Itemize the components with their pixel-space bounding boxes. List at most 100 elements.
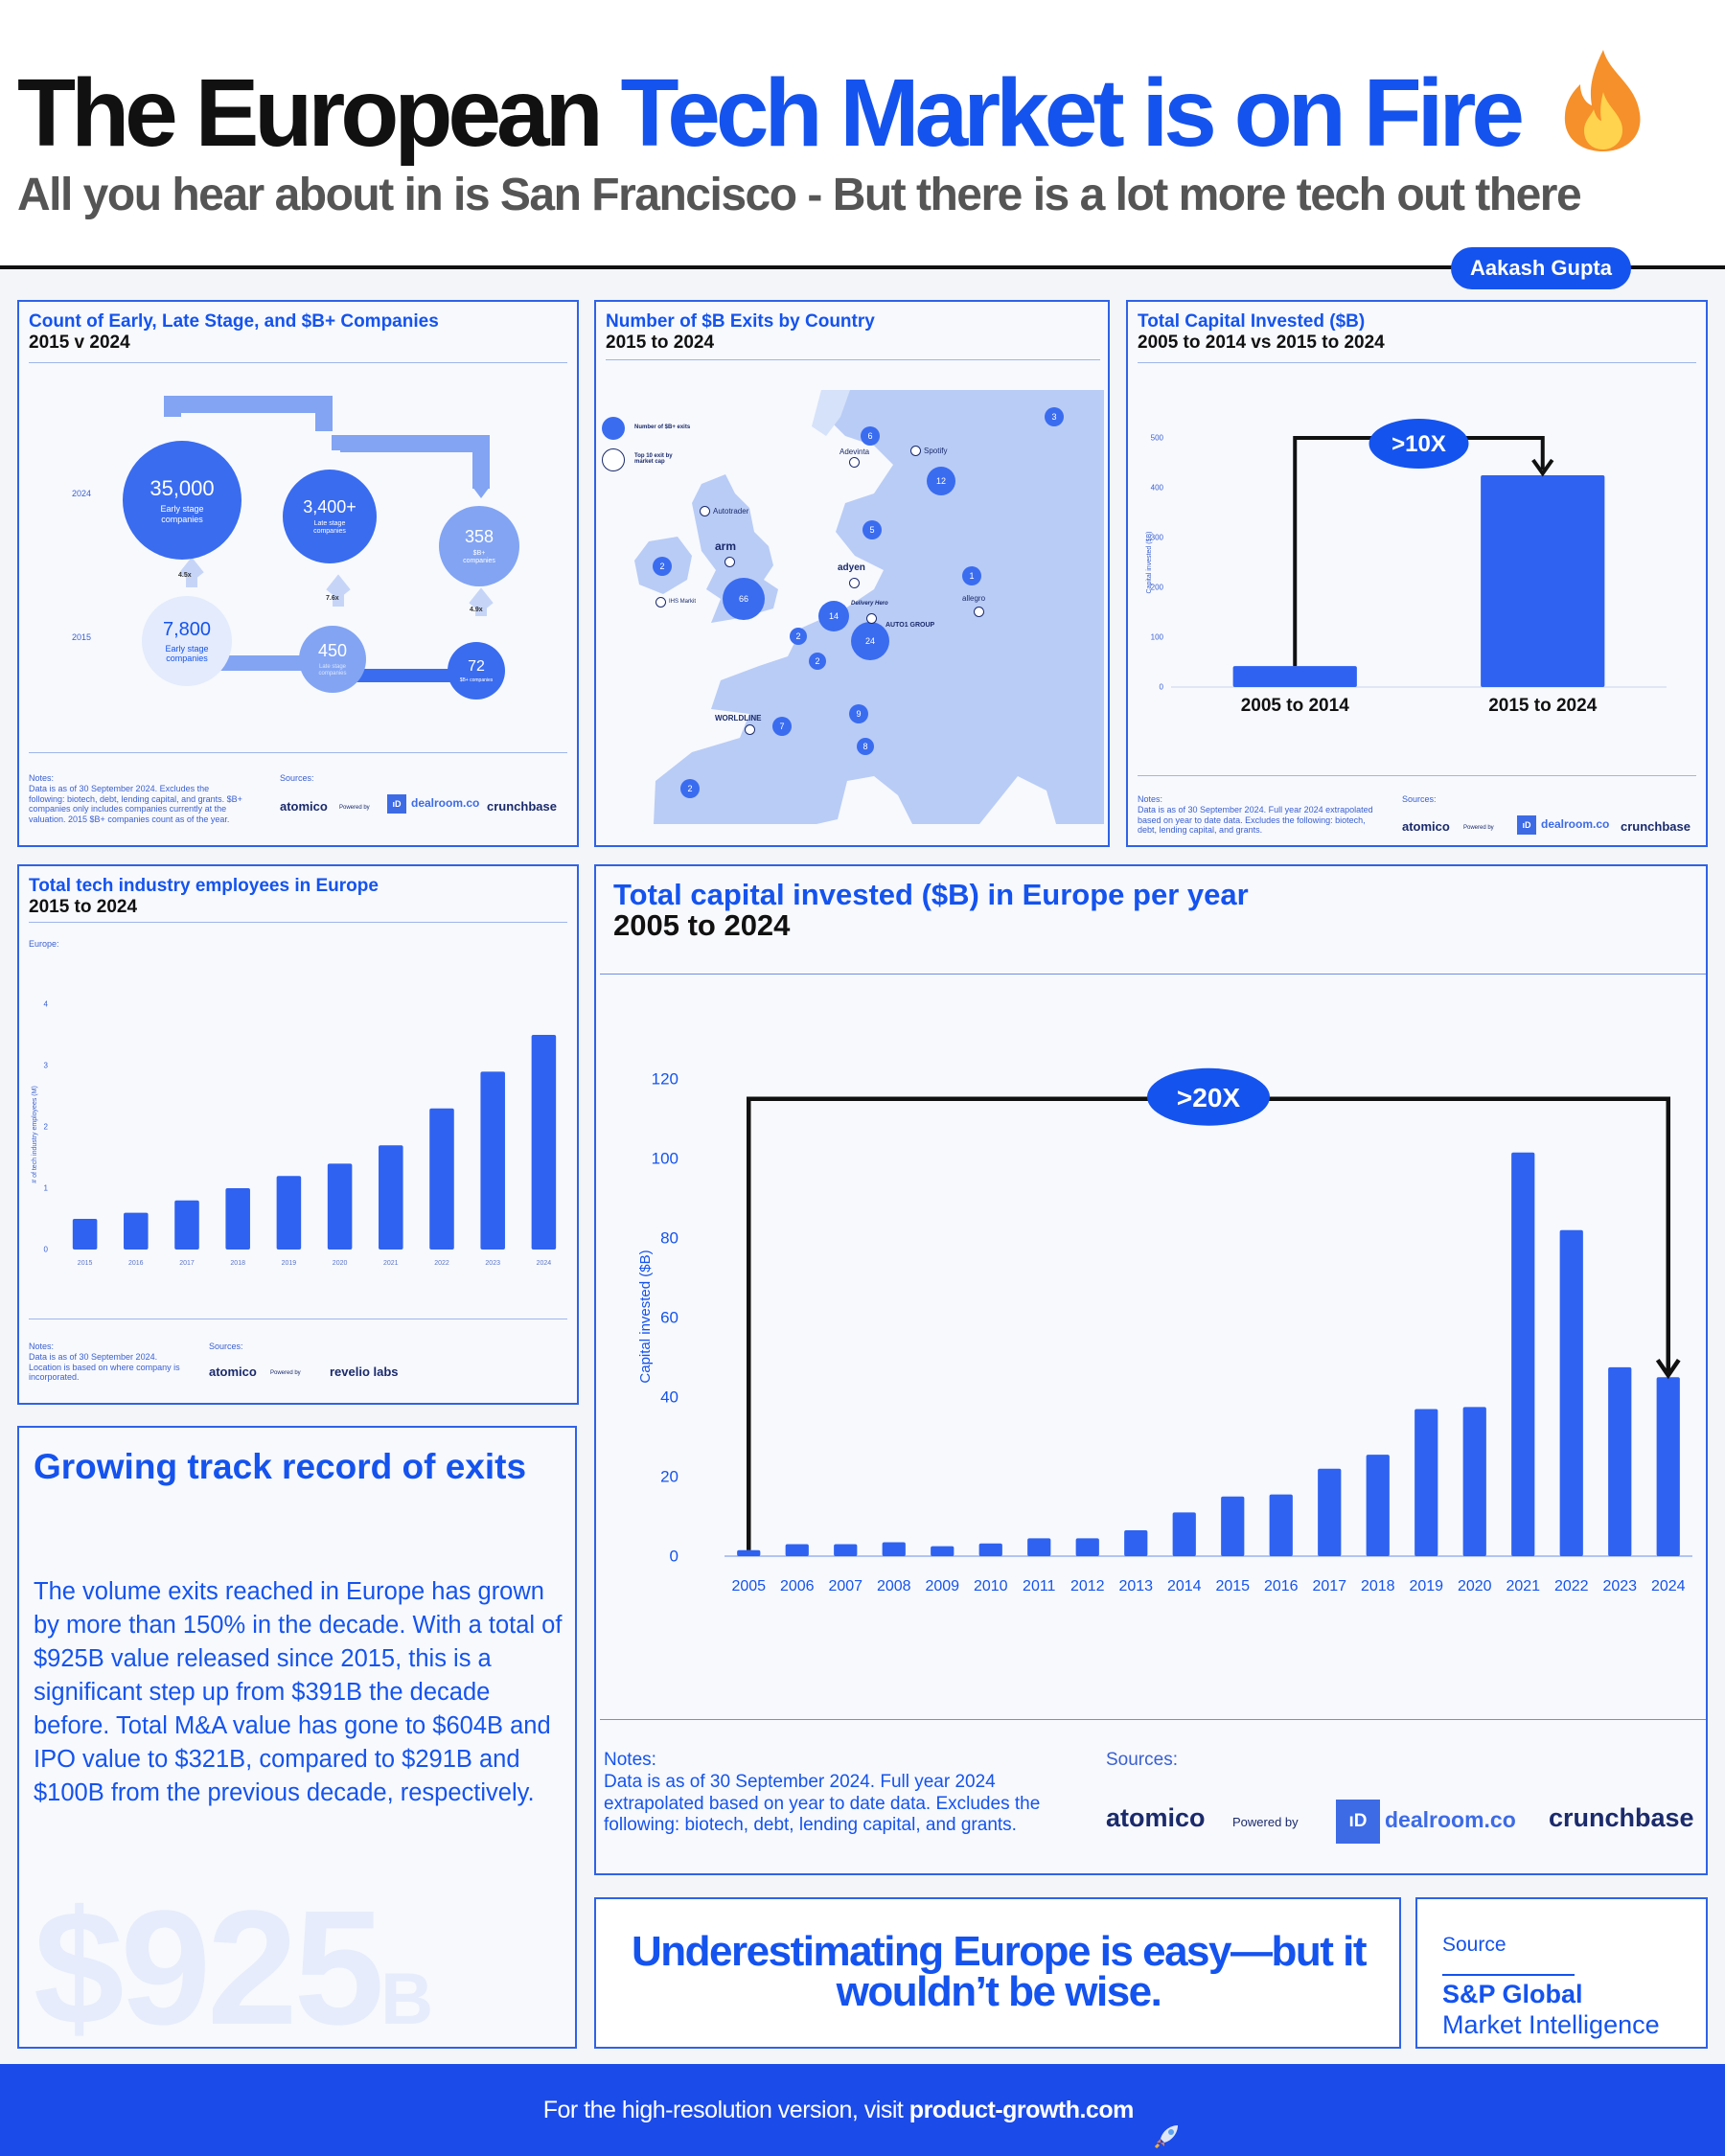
company-marker xyxy=(849,578,860,588)
bubble-late-2015: 450 Late stage companies xyxy=(299,626,366,693)
companies-sources-label: Sources: xyxy=(280,773,314,783)
header: The European Tech Market is on Fire All … xyxy=(0,0,1725,268)
capital-yearly-notes: Notes: Data is as of 30 September 2024. … xyxy=(604,1750,1041,1836)
source-box: Source S&P Global Market Intelligence xyxy=(1415,1897,1708,2049)
bar xyxy=(1481,475,1605,687)
x-tick-label: 2024 xyxy=(537,1260,552,1267)
capital-decade-chart: 0 100 200 300 400 500 2005 to 2014 2015 to 2024… xyxy=(1146,419,1667,716)
x-tick-label: 2009 xyxy=(925,1578,959,1594)
footer-link[interactable]: product-growth.com xyxy=(908,2097,1135,2123)
multiplier-early: 4.5x xyxy=(178,572,192,579)
x-tick-label: 2018 xyxy=(1361,1578,1395,1594)
bar xyxy=(737,1549,761,1556)
exit-count-marker: 5 xyxy=(862,520,882,539)
bar xyxy=(931,1546,954,1556)
y-tick-label: 20 xyxy=(660,1468,678,1486)
legend-exit-label: Number of $B+ exits xyxy=(634,424,691,430)
dealroom-logo: ıD dealroom.co xyxy=(1517,815,1609,835)
x-tick-label: 2018 xyxy=(230,1260,245,1267)
x-tick-label: 2017 xyxy=(179,1260,195,1267)
company-marker xyxy=(974,607,984,617)
companies-panel-title: Count of Early, Late Stage, and $B+ Comp… xyxy=(29,311,439,332)
bar xyxy=(225,1188,250,1250)
y-tick-label: 300 xyxy=(1151,534,1164,542)
company-marker xyxy=(700,506,710,516)
company-label-ihs-markit: IHS Markit xyxy=(669,599,697,605)
y-tick-label: 40 xyxy=(660,1388,678,1407)
atomico-logo: atomico xyxy=(209,1365,257,1379)
capital-decade-panel: Total Capital Invested ($B) 2005 to 2014… xyxy=(1126,300,1708,847)
employees-panel: Total tech industry employees in Europe … xyxy=(17,864,579,1405)
y-tick-label: 60 xyxy=(660,1309,678,1327)
company-marker xyxy=(910,446,921,456)
exit-count-marker: 9 xyxy=(849,704,868,723)
source-box-subname: Market Intelligence xyxy=(1442,2010,1660,2039)
companies-panel-subtitle: 2015 v 2024 xyxy=(29,333,130,353)
fire-icon xyxy=(1553,46,1653,153)
title-blue: Tech Market is on Fire xyxy=(620,59,1525,167)
big-value-watermark: $925B xyxy=(34,1877,433,2059)
y-tick-label: 100 xyxy=(652,1150,678,1168)
company-label-delivery-hero: Delivery Hero xyxy=(851,601,888,607)
employees-notes: Notes: Data is as of 30 September 2024. … xyxy=(29,1342,180,1383)
legend-top10-label: Top 10 exit by market cap xyxy=(634,453,673,465)
exit-count-marker: 2 xyxy=(809,653,826,670)
page-subtitle: All you hear about in is San Francisco -… xyxy=(17,170,1582,220)
capital-yearly-chart: 0 20 40 60 80 100 120 2005 2006 2007 2008 2009 2010 2… xyxy=(637,1067,1692,1594)
exit-count-marker: 7 xyxy=(772,717,792,736)
y-axis-label: Capital invested ($B) xyxy=(637,1250,654,1383)
bar xyxy=(1232,666,1357,687)
x-tick-label: 2023 xyxy=(485,1260,500,1267)
x-tick-label: 2008 xyxy=(877,1578,911,1594)
exits-text-panel: Growing track record of exits The volume… xyxy=(17,1426,577,2059)
x-tick-label: 2019 xyxy=(282,1260,297,1267)
company-marker xyxy=(656,597,666,608)
bar xyxy=(379,1145,403,1250)
panel-divider xyxy=(29,752,567,753)
dealroom-logo: ıD dealroom.co xyxy=(387,794,479,814)
exit-count-marker: 12 xyxy=(927,467,955,495)
panel-divider xyxy=(29,362,567,363)
bar xyxy=(1172,1512,1196,1556)
exit-count-marker: 2 xyxy=(680,779,700,798)
powered-by-label: Powered by xyxy=(339,805,370,811)
bar xyxy=(531,1035,557,1250)
author-badge: Aakash Gupta xyxy=(1451,247,1631,289)
company-label-worldline: WORLDLINE xyxy=(715,714,762,722)
legend-exit-dot xyxy=(602,417,625,440)
x-tick-label: 2010 xyxy=(974,1578,1008,1594)
powered-by-label: Powered by xyxy=(1232,1815,1299,1829)
company-marker xyxy=(724,557,735,567)
bar xyxy=(480,1071,505,1250)
crunchbase-logo: crunchbase xyxy=(1549,1803,1694,1832)
exit-count-marker: 14 xyxy=(818,601,849,631)
map-panel-subtitle: 2015 to 2024 xyxy=(606,333,715,353)
bar xyxy=(1608,1366,1632,1556)
company-label-spotify: Spotify xyxy=(924,447,948,455)
x-tick-label: 2021 xyxy=(1506,1578,1540,1594)
bar xyxy=(327,1163,353,1250)
employees-sources-label: Sources: xyxy=(209,1342,243,1351)
x-tick-label: 2020 xyxy=(333,1260,348,1267)
bar xyxy=(174,1200,199,1250)
x-tick-label: 2022 xyxy=(434,1260,449,1267)
panel-divider xyxy=(1138,775,1696,776)
map-panel-title: Number of $B Exits by Country xyxy=(606,311,875,332)
panel-divider xyxy=(600,974,1706,975)
multiplier-badge xyxy=(1147,1067,1270,1126)
bar xyxy=(1559,1229,1583,1556)
bar xyxy=(124,1212,149,1250)
bar xyxy=(72,1219,98,1250)
y-tick-label: 4 xyxy=(44,1000,49,1009)
bar xyxy=(1511,1152,1535,1556)
x-tick-label: 2011 xyxy=(1023,1578,1056,1594)
bar xyxy=(1269,1494,1293,1556)
year-label-2024: 2024 xyxy=(72,489,92,498)
multiplier-late: 7.6x xyxy=(326,595,339,602)
bar xyxy=(785,1544,809,1556)
powered-by-label: Powered by xyxy=(1463,825,1494,831)
footer-text: For the high-resolution version, visit xyxy=(542,2097,904,2123)
y-axis-label: Capital invested ($B) xyxy=(1146,532,1153,594)
y-tick-label: 0 xyxy=(1160,683,1164,692)
